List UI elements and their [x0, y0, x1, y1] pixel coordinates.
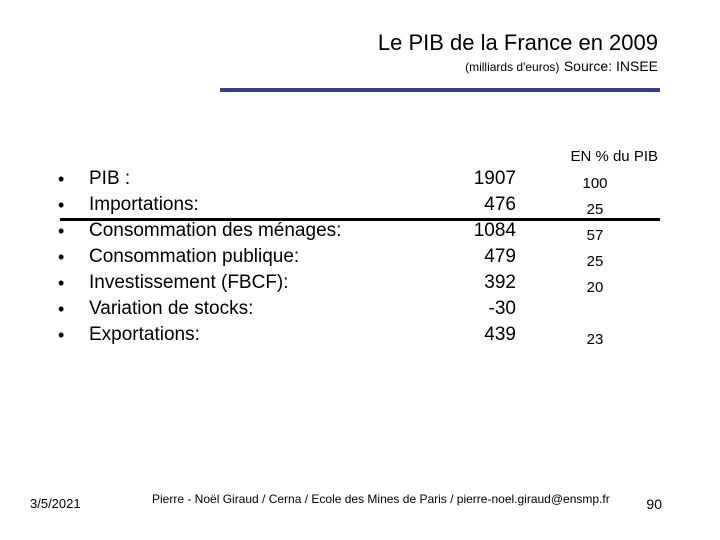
row-label: Consommation des ménages: — [89, 220, 342, 241]
bullet: • — [58, 273, 65, 293]
row-value: 1907 — [473, 168, 516, 189]
row-pct: 57 — [586, 227, 604, 244]
row-value: 476 — [484, 194, 516, 215]
row-pct: 100 — [582, 175, 608, 192]
bullet: • — [58, 195, 65, 215]
footer-date: 3/5/2021 — [30, 496, 81, 511]
row-label: Variation de stocks: — [89, 298, 254, 319]
row-pct: 25 — [586, 201, 604, 218]
pct-column-header: EN % du PIB — [570, 148, 658, 165]
units-note: (milliards d'euros) — [465, 60, 560, 74]
table-row: • Consommation des ménages: 1084 57 — [58, 219, 668, 245]
page-number: 90 — [646, 496, 662, 512]
row-value: -30 — [488, 298, 516, 319]
bullet: • — [58, 221, 65, 241]
row-label: Exportations: — [89, 324, 200, 345]
row-pct: 23 — [586, 331, 604, 348]
table-row: • Variation de stocks: -30 — [58, 297, 668, 323]
row-label: Importations: — [89, 194, 199, 215]
bullet: • — [58, 299, 65, 319]
table-row: • Consommation publique: 479 25 — [58, 245, 668, 271]
source-note: Source: INSEE — [563, 58, 658, 74]
divider-line — [60, 218, 660, 221]
slide-subtitle: (milliards d'euros) Source: INSEE — [465, 58, 658, 76]
footer-author: Pierre - Noël Giraud / Cerna / Ecole des… — [152, 492, 610, 506]
row-label: Investissement (FBCF): — [89, 272, 289, 293]
gdp-table: • PIB : 1907 100 • Importations: 476 25 … — [58, 167, 668, 349]
bullet: • — [58, 325, 65, 345]
bullet: • — [58, 247, 65, 267]
row-label: Consommation publique: — [89, 246, 300, 267]
table-row: • PIB : 1907 100 — [58, 167, 668, 193]
title-underline — [220, 88, 660, 92]
row-value: 1084 — [473, 220, 516, 241]
table-row: • Importations: 476 25 — [58, 193, 668, 219]
table-row: • Investissement (FBCF): 392 20 — [58, 271, 668, 297]
row-value: 479 — [484, 246, 516, 267]
row-label: PIB : — [89, 168, 131, 189]
row-value: 439 — [484, 324, 516, 345]
row-pct: 25 — [586, 253, 604, 270]
slide-title: Le PIB de la France en 2009 — [377, 30, 658, 55]
bullet: • — [58, 169, 65, 189]
table-row: • Exportations: 439 23 — [58, 323, 668, 349]
row-value: 392 — [484, 272, 516, 293]
row-pct: 20 — [586, 279, 604, 296]
